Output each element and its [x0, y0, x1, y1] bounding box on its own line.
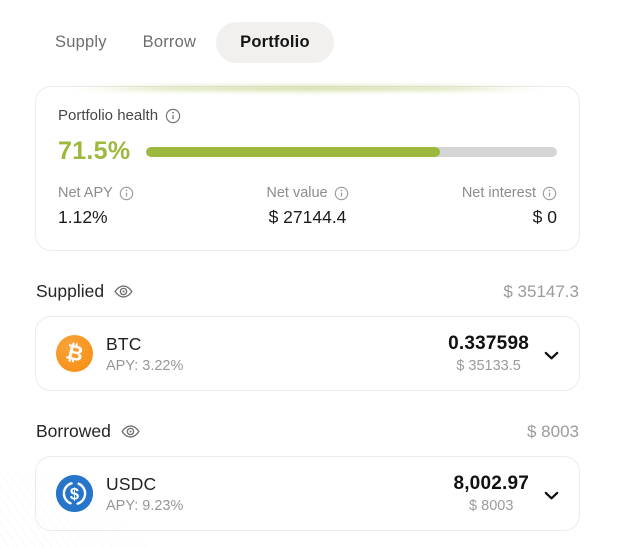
asset-amount: 8,002.97: [453, 473, 529, 494]
btc-glyph: ₿: [63, 339, 86, 367]
asset-apy: APY: 3.22%: [106, 357, 184, 374]
stat-net-apy: Net APY 1.12%: [58, 184, 224, 228]
info-icon[interactable]: [119, 186, 134, 201]
tab-bar: Supply Borrow Portfolio: [55, 20, 580, 64]
asset-info: USDC APY: 9.23%: [106, 474, 183, 514]
borrowed-title-group: Borrowed: [36, 421, 141, 442]
borrowed-asset-row-usdc[interactable]: $ USDC APY: 9.23% 8,002.97 $ 8003: [35, 456, 580, 531]
eye-icon[interactable]: [113, 281, 134, 302]
asset-info: BTC APY: 3.22%: [106, 334, 183, 374]
tab-supply[interactable]: Supply: [55, 32, 107, 51]
stat-net-apy-label: Net APY: [58, 185, 134, 201]
portfolio-health-header: Portfolio health: [58, 107, 557, 124]
supplied-asset-row-btc[interactable]: ₿ BTC APY: 3.22% 0.337598 $ 35133.5: [35, 316, 580, 391]
tab-portfolio[interactable]: Portfolio: [216, 21, 334, 63]
asset-usd-value: $ 35133.5: [456, 358, 521, 374]
asset-amounts: 0.337598 $ 35133.5: [448, 333, 529, 374]
health-stats: Net APY 1.12% Net value $ 27144.4: [58, 184, 557, 228]
tab-borrow[interactable]: Borrow: [142, 32, 197, 51]
asset-apy: APY: 9.23%: [106, 497, 184, 514]
portfolio-health-card: Portfolio health 71.5% Net APY 1.12%: [35, 86, 580, 251]
btc-icon: ₿: [56, 335, 93, 372]
svg-text:$: $: [70, 486, 79, 504]
asset-usd-value: $ 8003: [469, 498, 514, 514]
stat-net-interest-value: $ 0: [532, 207, 557, 227]
chevron-down-icon[interactable]: [542, 486, 561, 505]
borrowed-title: Borrowed: [36, 421, 111, 441]
stat-label-text: Net interest: [461, 185, 536, 201]
asset-symbol: BTC: [106, 333, 142, 354]
health-progress-row: 71.5%: [58, 137, 557, 166]
stat-net-interest: Net interest $ 0: [391, 184, 557, 228]
borrowed-total: $ 8003: [527, 421, 579, 441]
stat-net-apy-value: 1.12%: [58, 207, 108, 227]
asset-values: 8,002.97 $ 8003: [453, 473, 561, 514]
usdc-icon: $: [56, 475, 93, 512]
borrowed-section-header: Borrowed $ 8003: [35, 421, 580, 442]
stat-net-value-label: Net value: [266, 185, 348, 201]
stat-label-text: Net APY: [58, 185, 113, 201]
health-percent: 71.5%: [58, 137, 131, 165]
health-progress-track: [146, 146, 557, 157]
stat-label-text: Net value: [266, 185, 328, 201]
info-icon[interactable]: [165, 108, 181, 124]
stat-net-interest-label: Net interest: [462, 185, 557, 201]
info-icon[interactable]: [334, 186, 349, 201]
portfolio-health-title: Portfolio health: [58, 107, 159, 124]
supplied-title-group: Supplied: [36, 281, 134, 302]
asset-values: 0.337598 $ 35133.5: [448, 333, 561, 374]
eye-icon[interactable]: [120, 421, 141, 442]
health-progress-fill: [146, 146, 440, 157]
supplied-section-header: Supplied $ 35147.3: [35, 281, 580, 302]
supplied-title: Supplied: [36, 281, 105, 301]
asset-symbol: USDC: [106, 473, 157, 494]
stat-net-value-value: $ 27144.4: [268, 207, 347, 227]
asset-amount: 0.337598: [448, 333, 529, 354]
info-icon[interactable]: [542, 186, 557, 201]
chevron-down-icon[interactable]: [542, 346, 561, 365]
supplied-total: $ 35147.3: [503, 281, 579, 301]
asset-amounts: 8,002.97 $ 8003: [453, 473, 529, 514]
stat-net-value: Net value $ 27144.4: [224, 184, 390, 228]
